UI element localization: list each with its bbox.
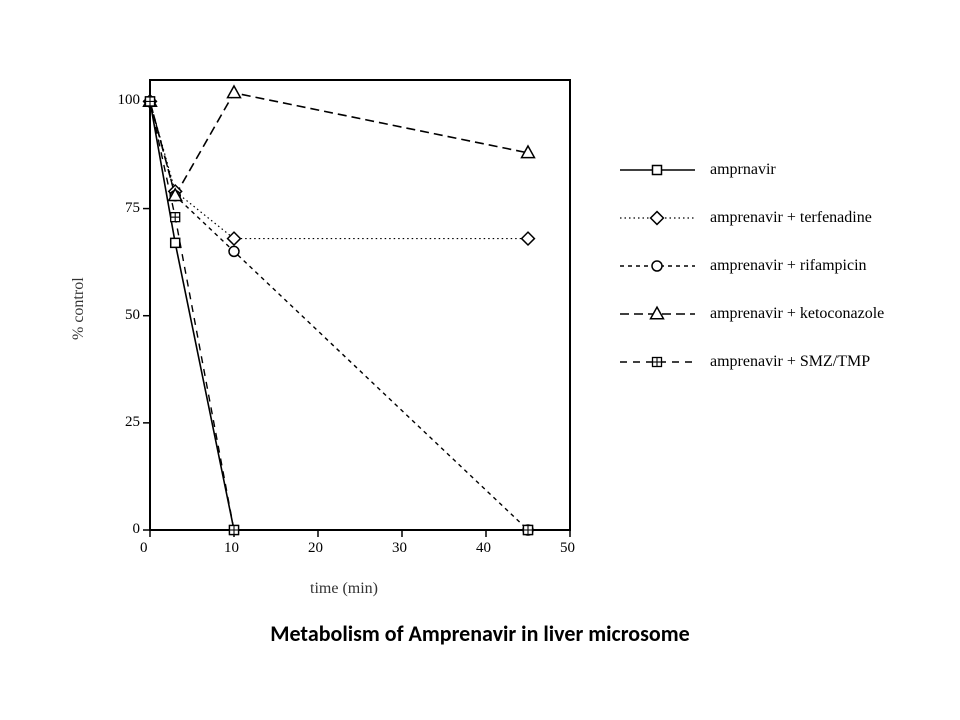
y-tick-label: 50: [110, 307, 140, 324]
legend-item: amprenavir + rifampicin: [620, 256, 884, 276]
y-tick-label: 75: [110, 200, 140, 217]
legend-label: amprnavir: [710, 161, 776, 179]
x-tick-label: 50: [560, 540, 575, 557]
chart-area: % control time (min) 0 10 20 30 40 50 0 25 50 75 1…: [60, 60, 900, 600]
x-axis-label: time (min): [310, 580, 378, 598]
legend-swatch: [620, 208, 695, 228]
legend-item: amprenavir + SMZ/TMP: [620, 352, 884, 372]
legend-swatch: [620, 256, 695, 276]
x-tick-label: 10: [224, 540, 239, 557]
y-tick-label: 0: [110, 521, 140, 538]
legend-item: amprenavir + terfenadine: [620, 208, 884, 228]
legend-label: amprenavir + terfenadine: [710, 209, 872, 227]
y-tick-label: 25: [110, 414, 140, 431]
legend-item: amprenavir + ketoconazole: [620, 304, 884, 324]
legend: amprnavir amprenavir + terfenadine amprena…: [620, 160, 884, 400]
x-tick-label: 40: [476, 540, 491, 557]
y-tick-label: 100: [110, 92, 140, 109]
legend-label: amprenavir + SMZ/TMP: [710, 353, 870, 371]
legend-label: amprenavir + ketoconazole: [710, 305, 884, 323]
legend-swatch: [620, 160, 695, 180]
x-tick-label: 0: [140, 540, 148, 557]
x-tick-label: 20: [308, 540, 323, 557]
chart-caption: Metabolism of Amprenavir in liver micros…: [0, 620, 960, 647]
legend-label: amprenavir + rifampicin: [710, 257, 867, 275]
legend-swatch: [620, 352, 695, 372]
x-tick-label: 30: [392, 540, 407, 557]
legend-item: amprnavir: [620, 160, 884, 180]
y-axis-label: % control: [70, 277, 88, 340]
legend-swatch: [620, 304, 695, 324]
